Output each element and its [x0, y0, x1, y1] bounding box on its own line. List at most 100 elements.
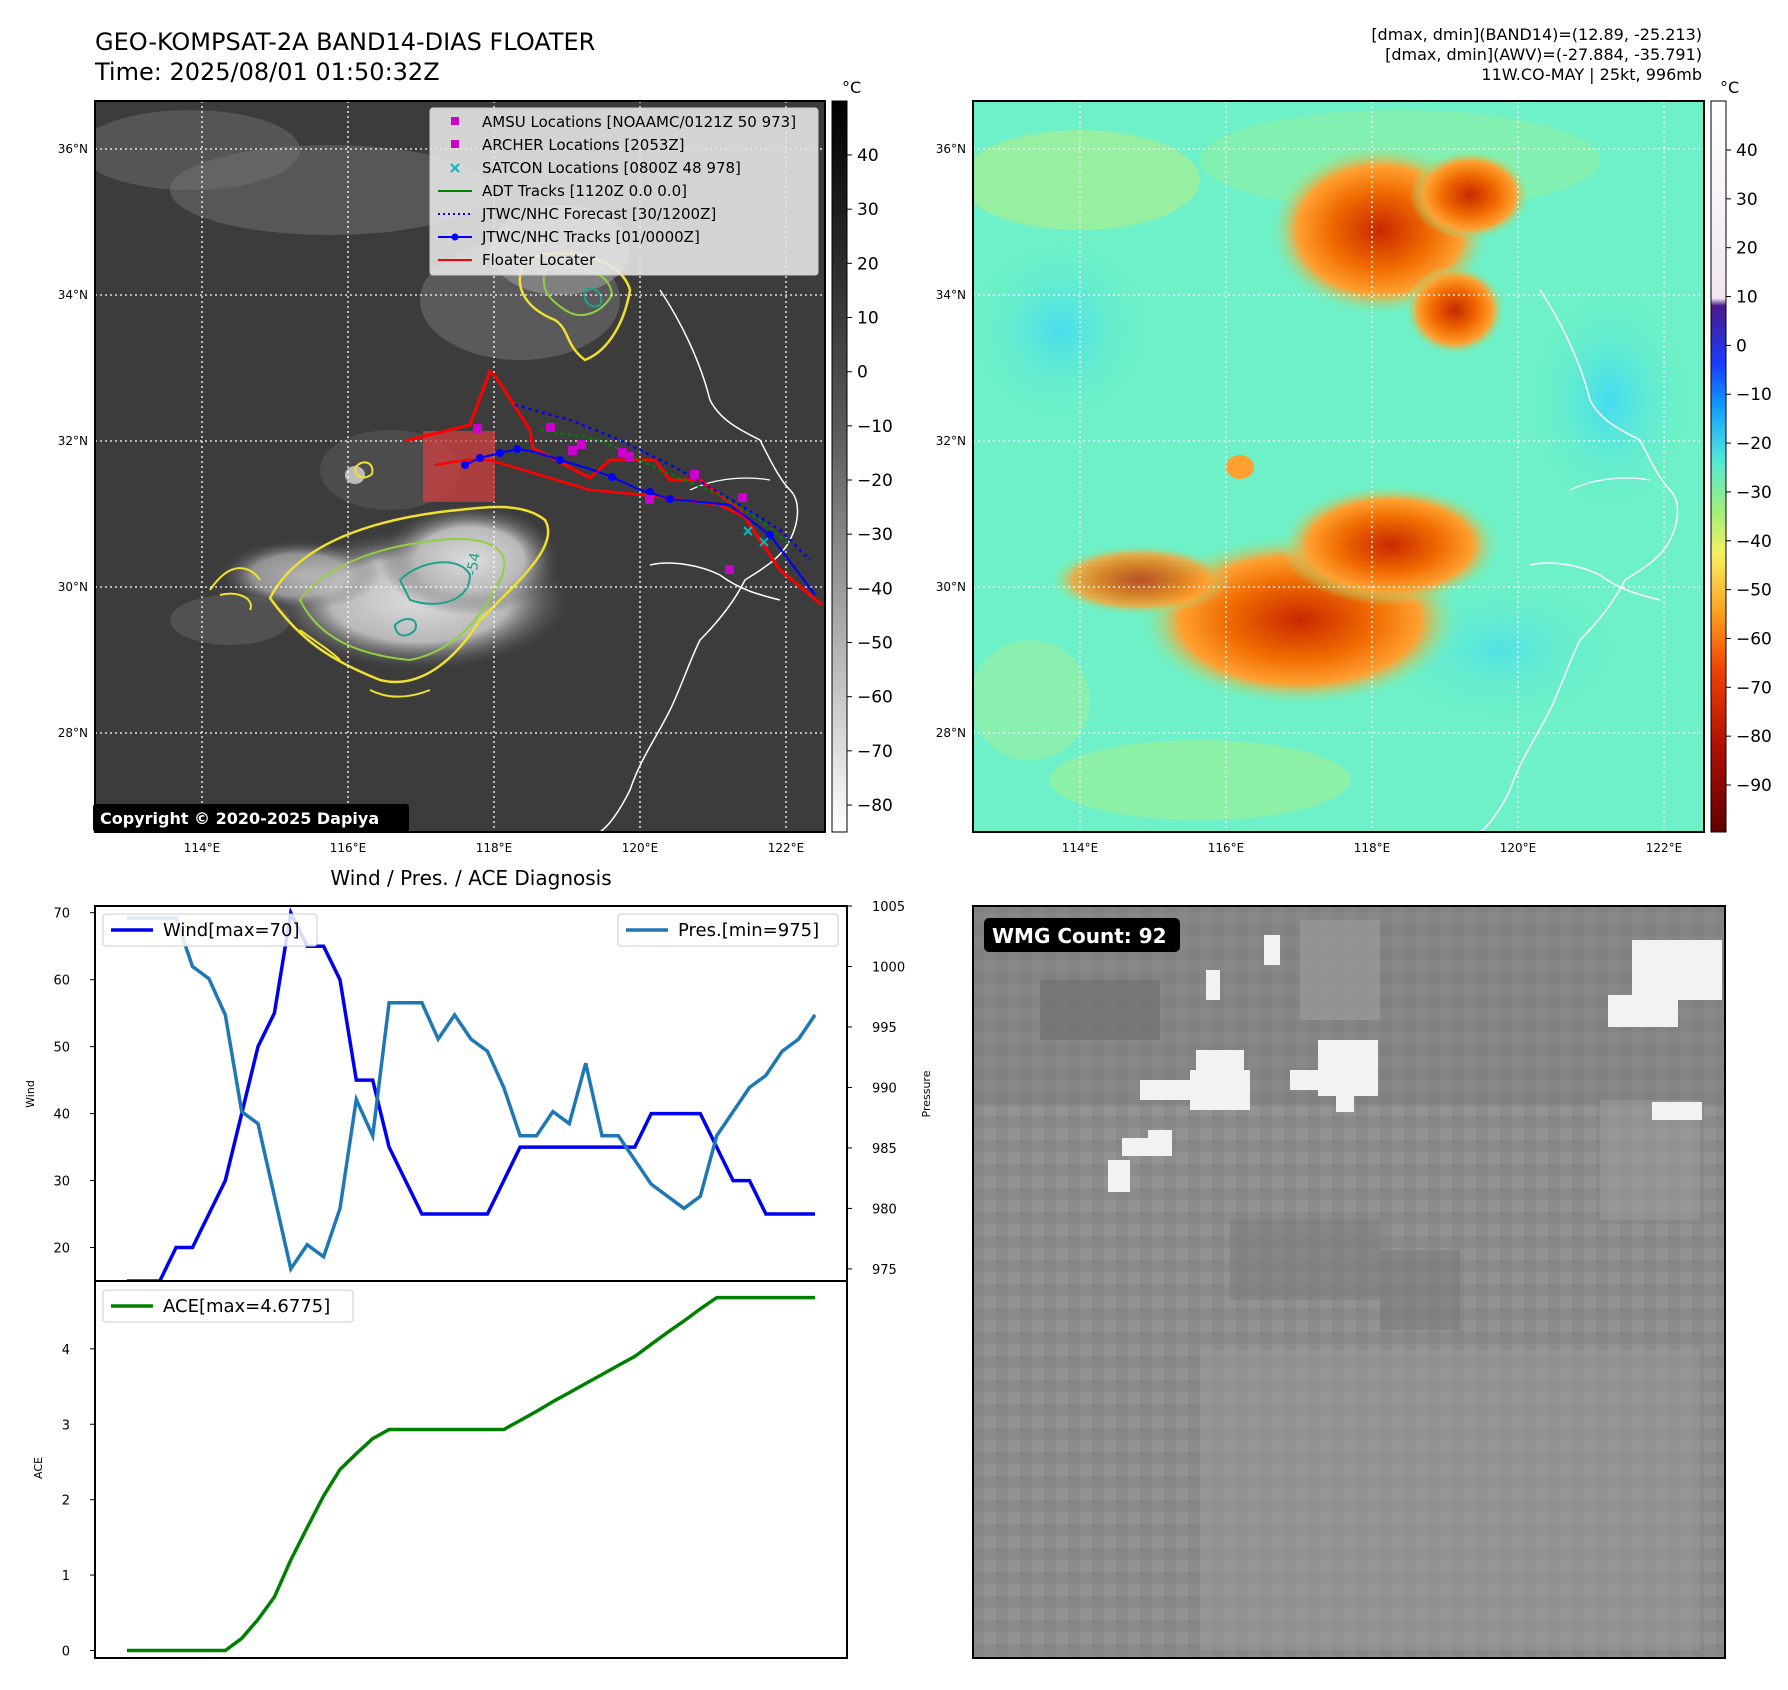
y-tick-label: 995: [872, 1021, 897, 1036]
floater-locater-track: [404, 368, 823, 607]
legend-label: SATCON Locations [0800Z 48 978]: [482, 159, 741, 177]
ace-chart: 4 3 2 1 0 ACE ACE[max=4.6775]: [32, 1280, 848, 1659]
series-line: [127, 1295, 815, 1653]
colorbar-right: °C 40 30 20 10 0 −10 −20 −30 −40 −50 −60 −70 −80 −90: [1710, 78, 1772, 833]
floater-box: [423, 431, 495, 502]
colorbar-tick-label: 10: [857, 309, 879, 329]
satcon-points: [743, 526, 769, 547]
info-storm: 11W.CO-MAY | 25kt, 996mb: [1481, 65, 1702, 84]
wmg-count: WMG Count: 92: [992, 924, 1167, 948]
colorbar-left-unit: °C: [842, 78, 861, 97]
legend-box: [102, 1289, 354, 1323]
colorbar-tick-label: −60: [1736, 629, 1772, 649]
colorbar-right-unit: °C: [1720, 78, 1739, 97]
jtwc-forecast-track: [514, 403, 811, 561]
legend-marker: [451, 140, 459, 148]
colorbar-tick-label: −70: [1736, 678, 1772, 698]
map-lat-label: 28°N: [58, 726, 88, 740]
colorbar-tick-label: 20: [857, 254, 879, 274]
legend-label: Floater Locater: [482, 251, 596, 269]
legend-label: AMSU Locations [NOAAMC/0121Z 50 973]: [482, 113, 796, 131]
map-lat-label: 34°N: [58, 288, 88, 302]
colorbar-tick-label: −70: [857, 742, 893, 762]
colorbar-tick-label: −30: [1736, 483, 1772, 503]
legend-box: [102, 913, 318, 947]
y-tick-label: 1005: [872, 900, 905, 915]
colorbar-left: °C 40 30 20 10 0 −10 −20 −30 −40 −50 −60 −70 −80: [831, 78, 893, 833]
colorbar-tick-label: −90: [1736, 776, 1772, 796]
awv-map: 36°N 34°N 32°N 30°N 28°N 114°E 116°E 118°E 120°…: [936, 100, 1705, 855]
y-tick-label: 50: [53, 1041, 70, 1056]
info-band14-range: [dmax, dmin](BAND14)=(12.89, -25.213): [1371, 25, 1702, 44]
awv-lat-label: 30°N: [936, 580, 966, 594]
y-tick-label: 40: [53, 1108, 70, 1123]
colorbar-tick-label: 0: [1736, 336, 1747, 356]
wmg-panel: WMG Count: 92: [972, 905, 1726, 1659]
colorbar-tick-label: 20: [1736, 239, 1758, 259]
awv-lat-label: 32°N: [936, 434, 966, 448]
map-lat-label: 30°N: [58, 580, 88, 594]
wind-pressure-chart: 70 60 50 40 30 20 1005 1000 995 990 985 980 975 Win…: [24, 900, 933, 1283]
y-tick-label: 985: [872, 1142, 897, 1157]
diagnosis-title: Wind / Pres. / ACE Diagnosis: [330, 866, 611, 890]
y-tick-label: 2: [62, 1494, 70, 1509]
pressure-axis-label: Pressure: [920, 1070, 933, 1117]
y-tick-label: 60: [53, 974, 70, 989]
legend-label: JTWC/NHC Tracks [01/0000Z]: [481, 228, 700, 246]
colorbar-tick-label: −10: [857, 417, 893, 437]
colorbar-tick-label: −30: [857, 525, 893, 545]
y-tick-label: 70: [53, 907, 70, 922]
y-tick-label: 20: [53, 1242, 70, 1257]
legend-marker: [451, 233, 459, 241]
adt-track: [539, 429, 791, 546]
colorbar-tick-label: 40: [1736, 141, 1758, 161]
legend-box: [617, 913, 839, 947]
colorbar-tick-label: −40: [1736, 532, 1772, 552]
band14-map: -54: [58, 100, 826, 855]
colorbar-tick-label: −10: [1736, 385, 1772, 405]
colorbar-tick-label: −20: [857, 471, 893, 491]
awv-lon-label: 114°E: [1062, 841, 1099, 855]
figure-title: GEO-KOMPSAT-2A BAND14-DIAS FLOATER: [95, 28, 595, 56]
awv-lon-label: 116°E: [1208, 841, 1245, 855]
wind-axis-label: Wind: [24, 1080, 37, 1108]
jtwc-track-points: [461, 445, 774, 539]
legend-label: ADT Tracks [1120Z 0.0 0.0]: [482, 182, 687, 200]
colorbar-tick-label: 30: [857, 200, 879, 220]
legend-label: ACE[max=4.6775]: [163, 1296, 330, 1317]
awv-gridlines: [973, 101, 1704, 832]
colorbar-tick-label: −50: [1736, 581, 1772, 601]
series-line: [127, 916, 817, 1274]
y-tick-label: 980: [872, 1202, 897, 1217]
y-tick-label: 990: [872, 1081, 897, 1096]
pressure-legend: Pres.[min=975]: [617, 913, 839, 947]
contour-label: -54: [464, 551, 484, 576]
awv-lon-label: 120°E: [1500, 841, 1537, 855]
legend-label: JTWC/NHC Forecast [30/1200Z]: [481, 205, 716, 223]
y-tick-label: 975: [872, 1263, 897, 1278]
colorbar-tick-label: 0: [857, 363, 868, 383]
copyright-label: Copyright © 2020-2025 Dapiya: [100, 809, 379, 828]
map-lon-label: 120°E: [622, 841, 659, 855]
y-tick-label: 4: [62, 1343, 70, 1358]
map-lon-label: 122°E: [768, 841, 805, 855]
map-lon-label: 114°E: [184, 841, 221, 855]
map-lon-labels: 114°E 116°E 118°E 120°E 122°E: [184, 841, 805, 855]
legend-marker: [451, 117, 459, 125]
ace-axis-label: ACE: [32, 1457, 45, 1479]
map-lat-label: 36°N: [58, 142, 88, 156]
awv-lat-label: 34°N: [936, 288, 966, 302]
y-tick-label: 1: [62, 1569, 70, 1584]
colorbar-tick-label: −50: [857, 634, 893, 654]
legend-label: Pres.[min=975]: [678, 920, 819, 941]
awv-lon-labels: 114°E 116°E 118°E 120°E 122°E: [1062, 841, 1683, 855]
legend-label: ARCHER Locations [2053Z]: [482, 136, 685, 154]
awv-lon-label: 118°E: [1354, 841, 1391, 855]
awv-lat-label: 28°N: [936, 726, 966, 740]
colorbar-tick-label: −40: [857, 579, 893, 599]
colorbar-tick-label: −80: [857, 796, 893, 816]
colorbar-tick-label: −20: [1736, 434, 1772, 454]
awv-lat-label: 36°N: [936, 142, 966, 156]
info-awv-range: [dmax, dmin](AWV)=(-27.884, -35.791): [1385, 45, 1702, 64]
